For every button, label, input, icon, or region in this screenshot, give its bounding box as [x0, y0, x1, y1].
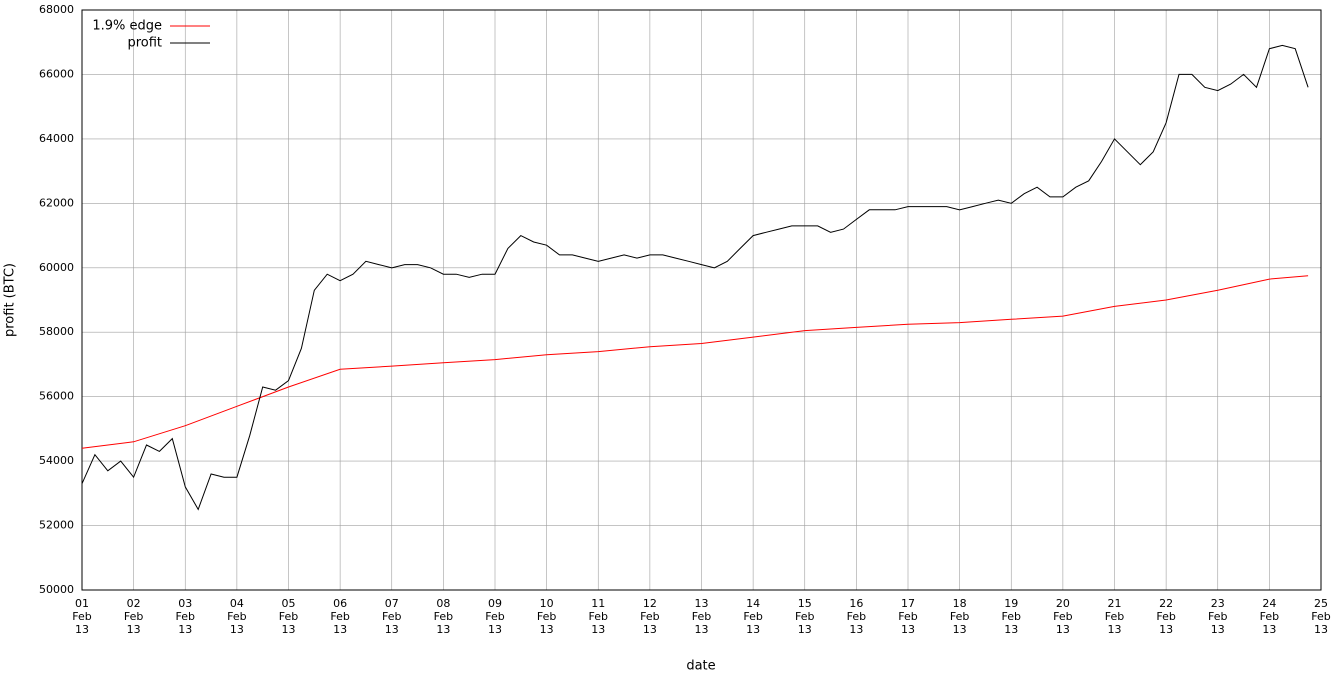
- x-tick-label: 12 Feb 13: [640, 597, 659, 636]
- x-tick-label: 24 Feb 13: [1260, 597, 1279, 636]
- x-tick-label: 07 Feb 13: [382, 597, 401, 636]
- x-tick-label: 21 Feb 13: [1105, 597, 1124, 636]
- x-tick-label: 11 Feb 13: [589, 597, 608, 636]
- x-tick-label: 03 Feb 13: [176, 597, 195, 636]
- y-tick-label: 66000: [39, 67, 74, 80]
- y-tick-label: 50000: [39, 583, 74, 596]
- x-tick-label: 09 Feb 13: [485, 597, 504, 636]
- x-tick-label: 10 Feb 13: [537, 597, 556, 636]
- x-tick-label: 02 Feb 13: [124, 597, 143, 636]
- x-tick-label: 01 Feb 13: [72, 597, 91, 636]
- x-tick-label: 23 Feb 13: [1208, 597, 1227, 636]
- x-tick-label: 04 Feb 13: [227, 597, 246, 636]
- y-tick-label: 54000: [39, 454, 74, 467]
- x-tick-label: 06 Feb 13: [330, 597, 349, 636]
- series-line: [81, 44, 1309, 511]
- y-tick-label: 62000: [39, 196, 74, 209]
- y-axis-label: profit (BTC): [3, 263, 18, 337]
- y-tick-label: 52000: [39, 519, 74, 532]
- legend-label: profit: [127, 36, 162, 51]
- x-tick-label: 20 Feb 13: [1053, 597, 1072, 636]
- x-tick-label: 18 Feb 13: [950, 597, 969, 636]
- y-tick-label: 64000: [39, 132, 74, 145]
- y-tick-label: 56000: [39, 390, 74, 403]
- x-tick-label: 25 Feb 13: [1311, 597, 1330, 636]
- x-tick-label: 17 Feb 13: [898, 597, 917, 636]
- x-tick-label: 22 Feb 13: [1156, 597, 1175, 636]
- y-tick-label: 58000: [39, 325, 74, 338]
- y-tick-label: 68000: [39, 3, 74, 16]
- x-tick-label: 08 Feb 13: [434, 597, 453, 636]
- plot-frame: [81, 9, 1322, 591]
- x-tick-label: 16 Feb 13: [847, 597, 866, 636]
- x-axis-label: date: [686, 659, 715, 674]
- x-tick-label: 15 Feb 13: [795, 597, 814, 636]
- series-line: [81, 275, 1309, 449]
- y-tick-label: 60000: [39, 261, 74, 274]
- x-tick-label: 19 Feb 13: [1002, 597, 1021, 636]
- x-tick-label: 13 Feb 13: [692, 597, 711, 636]
- x-tick-label: 14 Feb 13: [743, 597, 762, 636]
- x-tick-label: 05 Feb 13: [279, 597, 298, 636]
- legend-label: 1.9% edge: [92, 19, 162, 34]
